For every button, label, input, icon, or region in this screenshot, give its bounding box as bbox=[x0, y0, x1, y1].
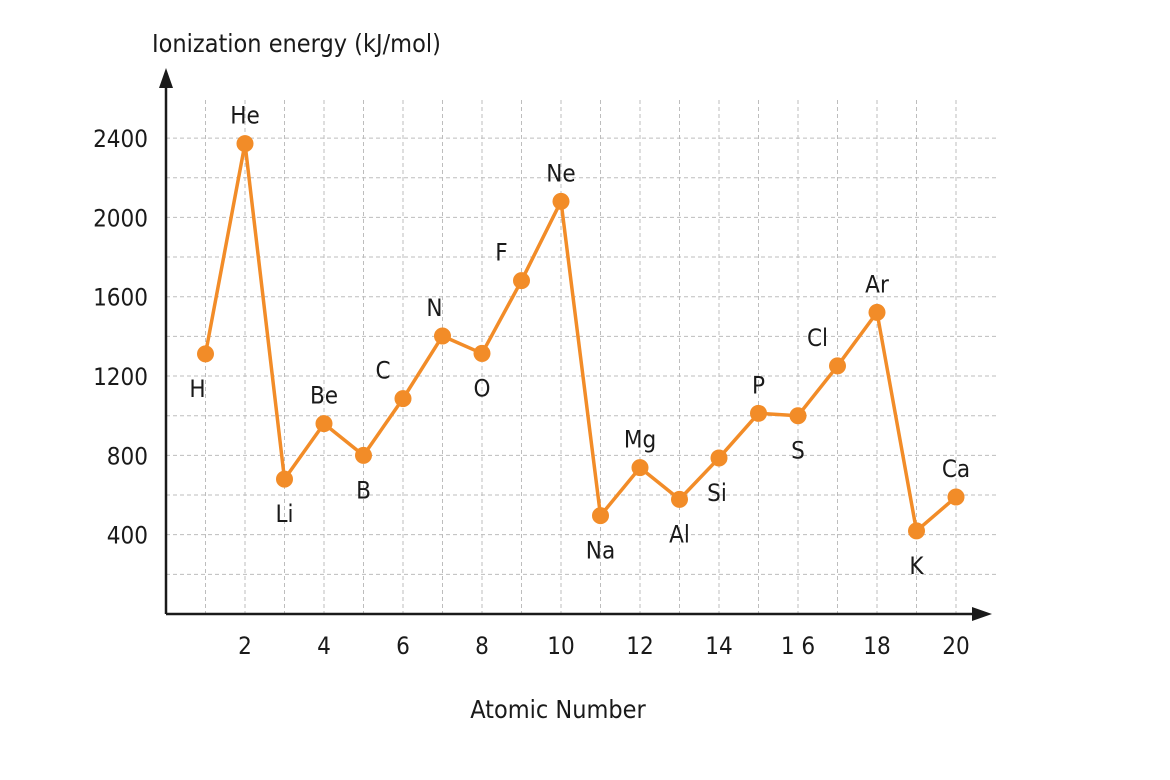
x-tick-label: 8 bbox=[475, 632, 489, 660]
point-label: He bbox=[230, 102, 260, 130]
x-tick-label: 6 bbox=[396, 632, 410, 660]
y-tick-label: 800 bbox=[107, 442, 148, 470]
point-label: P bbox=[752, 371, 765, 399]
point-label: N bbox=[426, 294, 442, 322]
point-label: S bbox=[791, 437, 805, 465]
x-axis-arrow bbox=[972, 607, 992, 621]
data-point bbox=[513, 272, 530, 290]
point-label: Ar bbox=[865, 270, 889, 298]
y-tick-label: 1600 bbox=[93, 284, 148, 312]
data-point bbox=[197, 345, 214, 363]
point-label: Li bbox=[275, 500, 293, 528]
data-point bbox=[947, 488, 965, 506]
data-point bbox=[829, 357, 846, 375]
data-point bbox=[236, 135, 254, 153]
point-labels: H He Li Be B C N O F Ne Na Mg Al Si P S Cl Ar K Ca bbox=[189, 102, 970, 580]
data-point bbox=[710, 449, 728, 467]
data-point bbox=[908, 522, 925, 540]
data-point bbox=[276, 470, 293, 488]
data-point bbox=[592, 507, 609, 525]
x-tick-label: 2 bbox=[238, 632, 252, 660]
x-tick-label: 20 bbox=[942, 632, 969, 660]
data-point bbox=[552, 192, 570, 210]
y-tick-label: 400 bbox=[107, 522, 148, 550]
point-label: B bbox=[356, 476, 371, 504]
point-label: Na bbox=[586, 537, 615, 565]
point-label: Ca bbox=[942, 455, 970, 483]
point-label: Ne bbox=[546, 159, 575, 187]
data-point bbox=[631, 459, 649, 477]
data-point bbox=[750, 404, 767, 422]
x-tick-label: 10 bbox=[547, 632, 574, 660]
y-axis-arrow bbox=[159, 68, 173, 88]
x-tick-label: 14 bbox=[705, 632, 732, 660]
series bbox=[197, 135, 965, 540]
point-label: K bbox=[909, 552, 924, 580]
point-label: H bbox=[189, 375, 205, 403]
point-label: Al bbox=[669, 520, 690, 548]
y-axis-title: Ionization energy (kJ/mol) bbox=[152, 29, 441, 58]
point-label: Be bbox=[310, 382, 338, 410]
data-point bbox=[315, 415, 333, 433]
y-tick-label: 2000 bbox=[93, 204, 148, 232]
point-label: F bbox=[495, 239, 507, 267]
y-tick-label: 1200 bbox=[93, 363, 148, 391]
x-axis-title: Atomic Number bbox=[470, 695, 646, 724]
x-tick-label: 4 bbox=[317, 632, 331, 660]
axes bbox=[159, 68, 992, 621]
point-label: C bbox=[375, 357, 390, 385]
x-tick-label: 1 6 bbox=[781, 632, 815, 660]
data-point bbox=[434, 327, 451, 345]
series-line bbox=[203, 141, 958, 533]
point-label: O bbox=[474, 374, 491, 402]
data-point bbox=[868, 303, 886, 321]
x-tick-label: 18 bbox=[863, 632, 890, 660]
data-point bbox=[789, 407, 807, 425]
data-point bbox=[394, 390, 412, 408]
data-point bbox=[671, 490, 688, 508]
y-tick-label: 2400 bbox=[93, 125, 148, 153]
data-point bbox=[473, 344, 491, 362]
point-label: Si bbox=[707, 479, 727, 507]
point-label: Cl bbox=[807, 324, 828, 352]
data-point bbox=[355, 446, 372, 464]
x-tick-label: 12 bbox=[626, 632, 653, 660]
point-label: Mg bbox=[624, 426, 656, 454]
